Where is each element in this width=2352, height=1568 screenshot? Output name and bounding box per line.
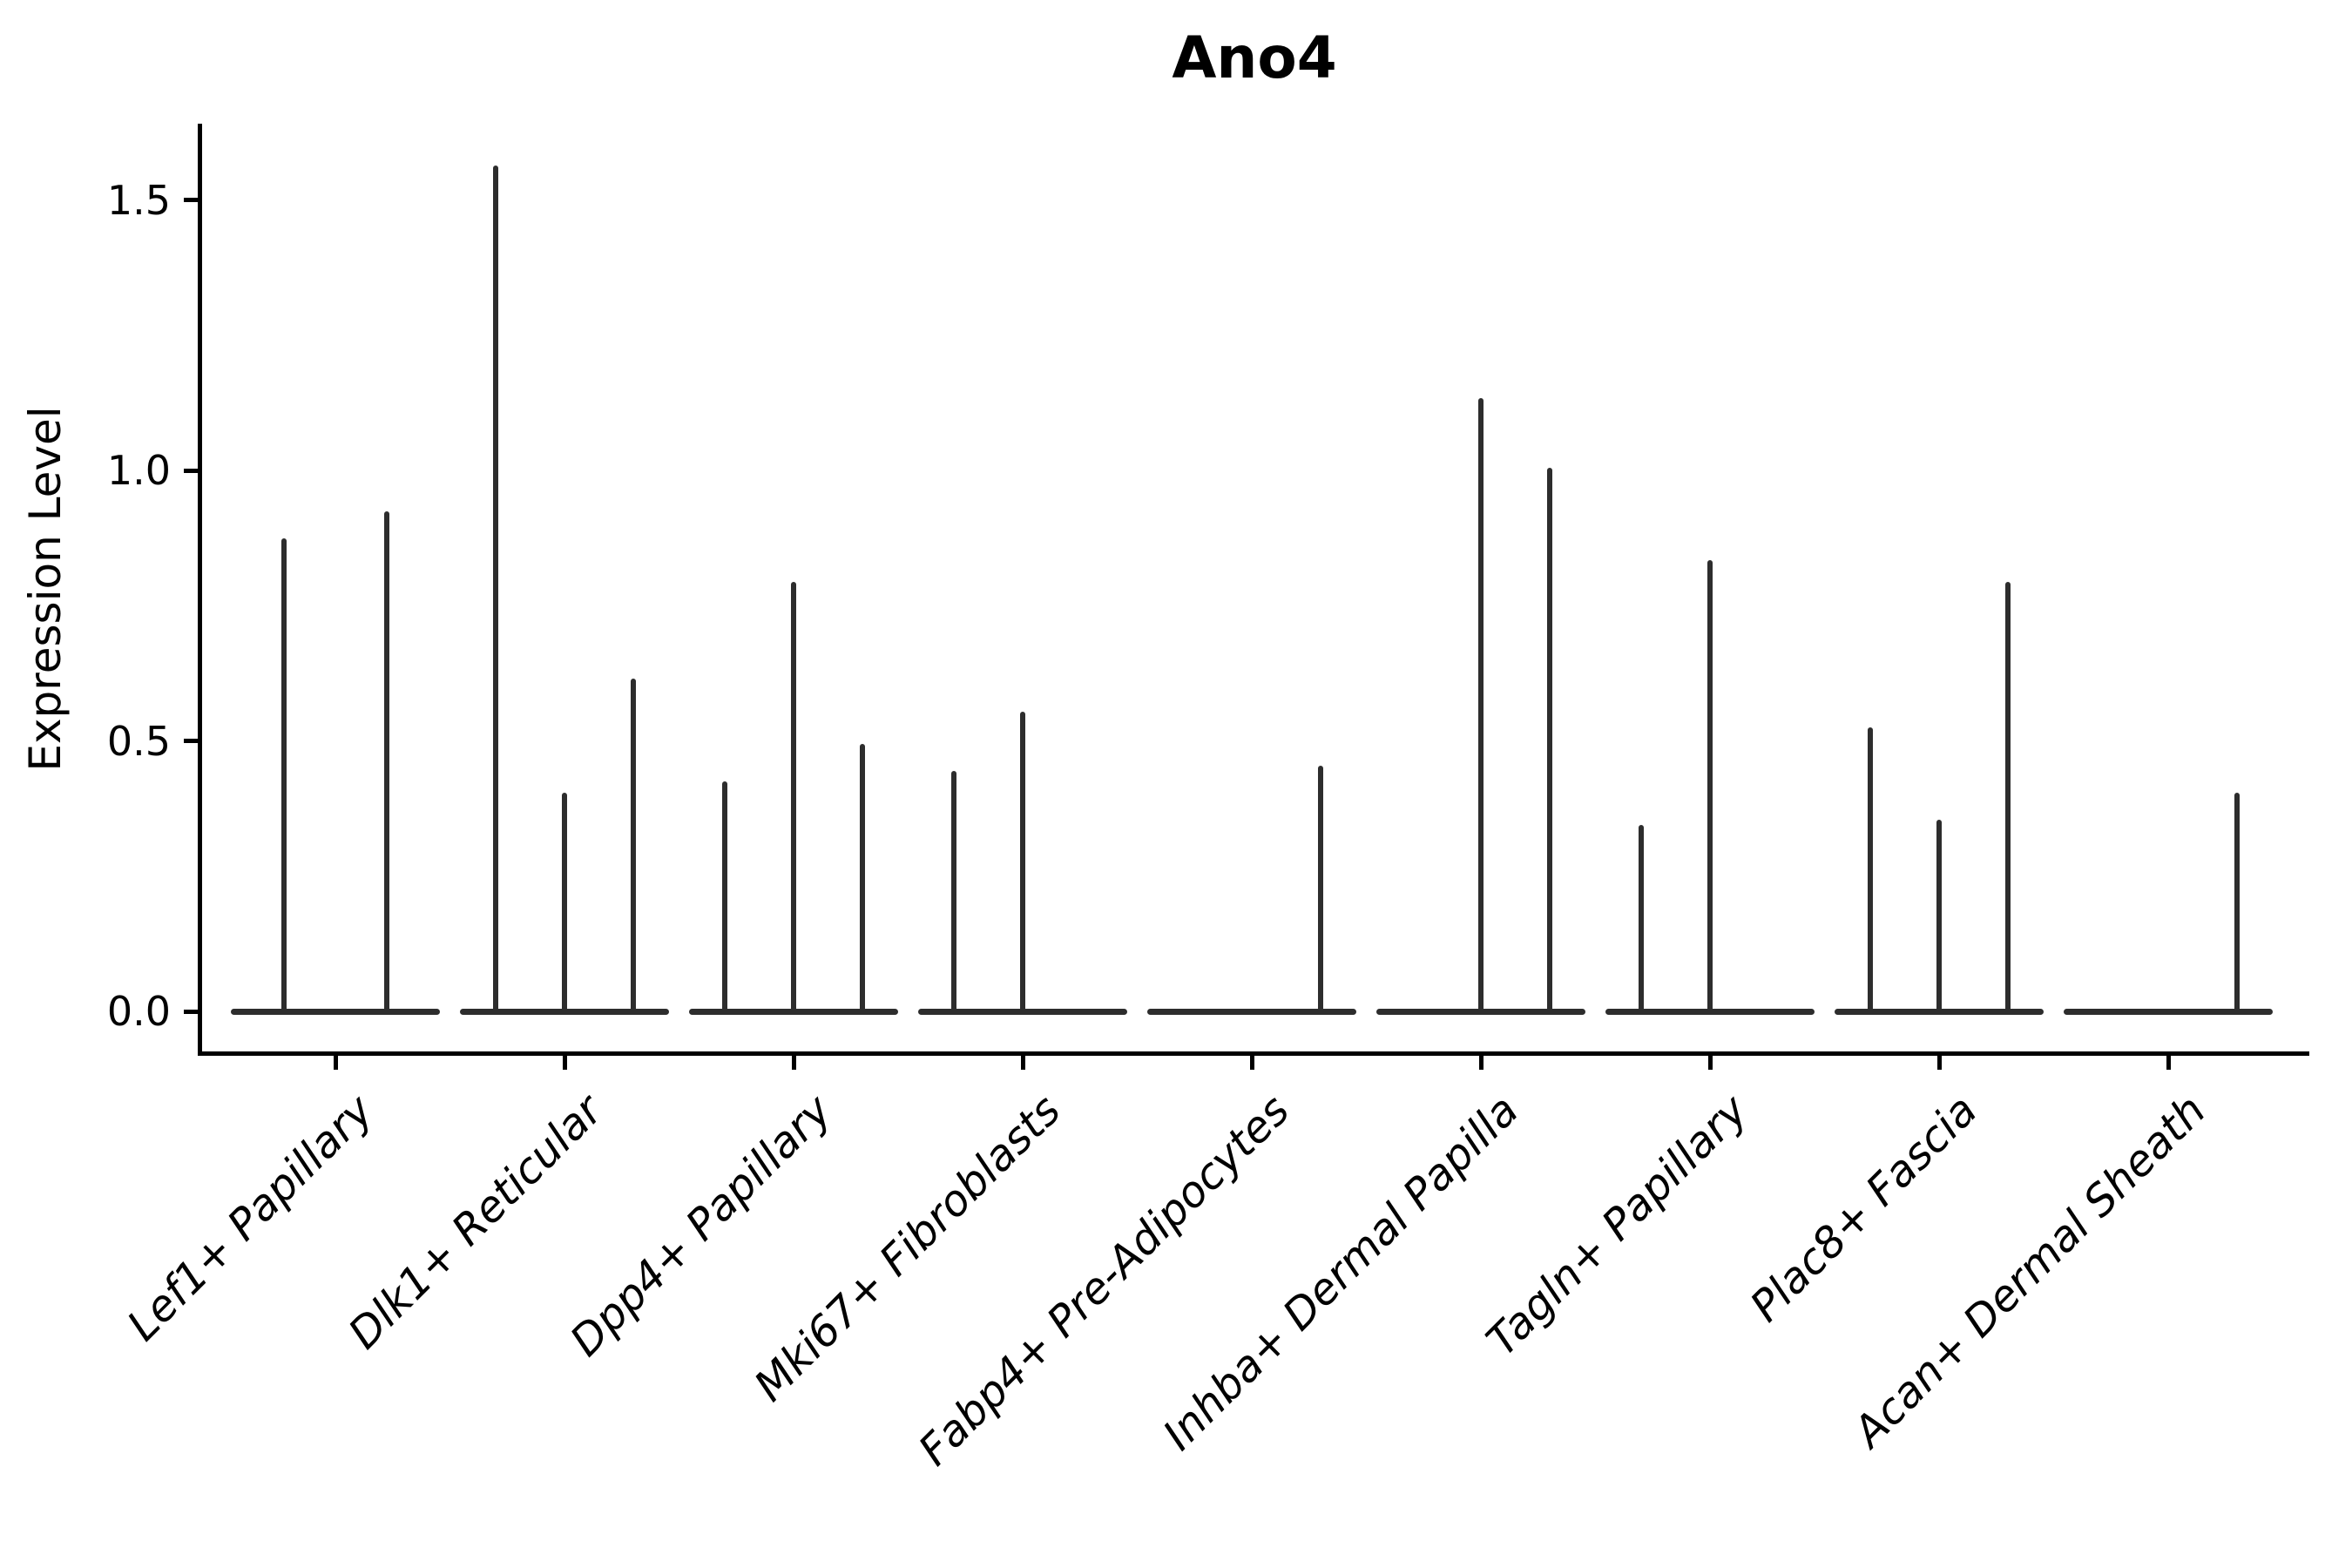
violin-spike — [951, 770, 957, 1011]
violin-spike — [1020, 711, 1025, 1011]
violin-spike — [1639, 824, 1645, 1011]
x-tick-mark — [1707, 1053, 1713, 1070]
x-tick-label: Dlk1+ Reticular — [338, 1085, 612, 1359]
x-tick-mark — [1020, 1053, 1025, 1070]
violin-spike — [630, 679, 636, 1011]
violin-spike — [1546, 468, 1552, 1011]
violin-spike — [562, 792, 567, 1011]
x-tick-mark — [1478, 1053, 1484, 1070]
violin-baseline — [2064, 1008, 2273, 1015]
violin-baseline — [460, 1008, 669, 1015]
violin-spike — [280, 537, 287, 1011]
x-tick-label: Lef1+ Papillary — [118, 1085, 383, 1351]
violin-spike — [493, 165, 499, 1011]
y-tick-mark — [184, 739, 199, 744]
violin-spike — [722, 781, 728, 1011]
y-axis-label: Expression Level — [20, 406, 71, 772]
x-tick-mark — [562, 1053, 567, 1070]
y-tick-mark — [184, 1009, 199, 1014]
x-tick-mark — [791, 1053, 796, 1070]
violin-spike — [859, 743, 865, 1011]
violin-spike — [1317, 765, 1323, 1011]
y-tick-label: 0.5 — [106, 717, 171, 765]
violin-spike — [791, 581, 796, 1011]
x-tick-mark — [1936, 1053, 1942, 1070]
violin-baseline — [689, 1008, 898, 1015]
violin-spike — [384, 510, 390, 1011]
violin-spike — [1868, 727, 1874, 1011]
x-tick-label: Plac8+ Fascia — [1740, 1085, 1987, 1332]
y-tick-label: 1.5 — [106, 176, 171, 224]
x-tick-mark — [1249, 1053, 1254, 1070]
y-tick-mark — [184, 468, 199, 473]
violin-spike — [2004, 581, 2011, 1011]
x-tick-label: Fabp4+ Pre-Adipocytes — [909, 1085, 1300, 1476]
violin-baseline — [1835, 1008, 2044, 1015]
violin-spike — [2234, 792, 2240, 1011]
violin-baseline — [231, 1008, 440, 1015]
y-axis-spine — [197, 124, 202, 1056]
violin-spike — [1936, 819, 1942, 1011]
y-tick-label: 1.0 — [106, 447, 171, 495]
violin-baseline — [1376, 1008, 1585, 1015]
violin-baseline — [918, 1008, 1127, 1015]
x-tick-mark — [333, 1053, 338, 1070]
violin-spike — [1707, 559, 1713, 1011]
x-tick-mark — [2166, 1053, 2171, 1070]
y-tick-label: 0.0 — [106, 988, 171, 1035]
violin-baseline — [1147, 1008, 1356, 1015]
violin-baseline — [1605, 1008, 1815, 1015]
y-tick-mark — [184, 198, 199, 203]
chart-title: Ano4 — [1172, 24, 1337, 91]
violin-spike — [1478, 397, 1484, 1011]
